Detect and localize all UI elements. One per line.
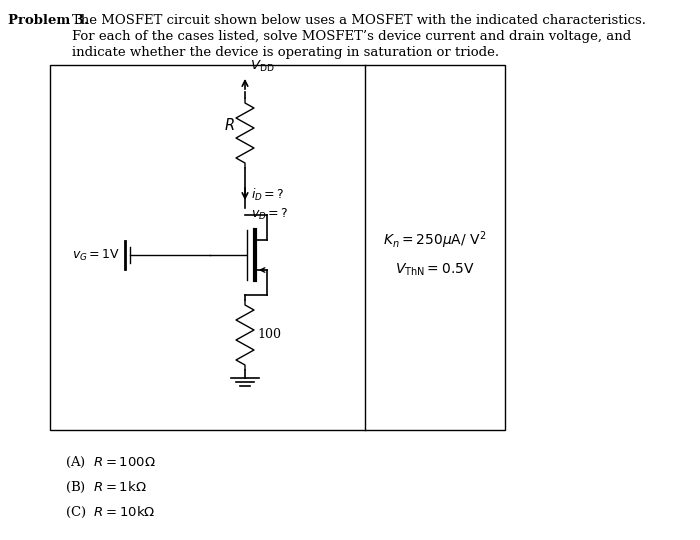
Text: 100: 100 [257,328,281,341]
Text: $v_G = 1\mathrm{V}$: $v_G = 1\mathrm{V}$ [71,247,120,262]
Text: $R$: $R$ [224,117,235,133]
Text: (A)  $R = 100\Omega$: (A) $R = 100\Omega$ [65,455,155,470]
Text: (B)  $R = 1\mathrm{k}\Omega$: (B) $R = 1\mathrm{k}\Omega$ [65,480,147,495]
Text: $K_n = 250\mu\mathrm{A}/\ \mathrm{V}^2$: $K_n = 250\mu\mathrm{A}/\ \mathrm{V}^2$ [383,229,486,251]
Text: $i_D =?$: $i_D =?$ [251,187,285,203]
Text: $v_D =?$: $v_D =?$ [251,207,288,222]
Text: indicate whether the device is operating in saturation or triode.: indicate whether the device is operating… [72,46,499,59]
Text: (C)  $R = 10\mathrm{k}\Omega$: (C) $R = 10\mathrm{k}\Omega$ [65,505,155,520]
Bar [50,65,505,430]
Text: $V_{\mathrm{DD}}$: $V_{\mathrm{DD}}$ [250,59,274,74]
Text: Problem 3.: Problem 3. [8,14,89,27]
Text: For each of the cases listed, solve MOSFET’s device current and drain voltage, a: For each of the cases listed, solve MOSF… [72,30,631,43]
Text: The MOSFET circuit shown below uses a MOSFET with the indicated characteristics.: The MOSFET circuit shown below uses a MO… [72,14,646,27]
Text: $V_{\mathrm{ThN}} = 0.5\mathrm{V}$: $V_{\mathrm{ThN}} = 0.5\mathrm{V}$ [395,262,475,278]
